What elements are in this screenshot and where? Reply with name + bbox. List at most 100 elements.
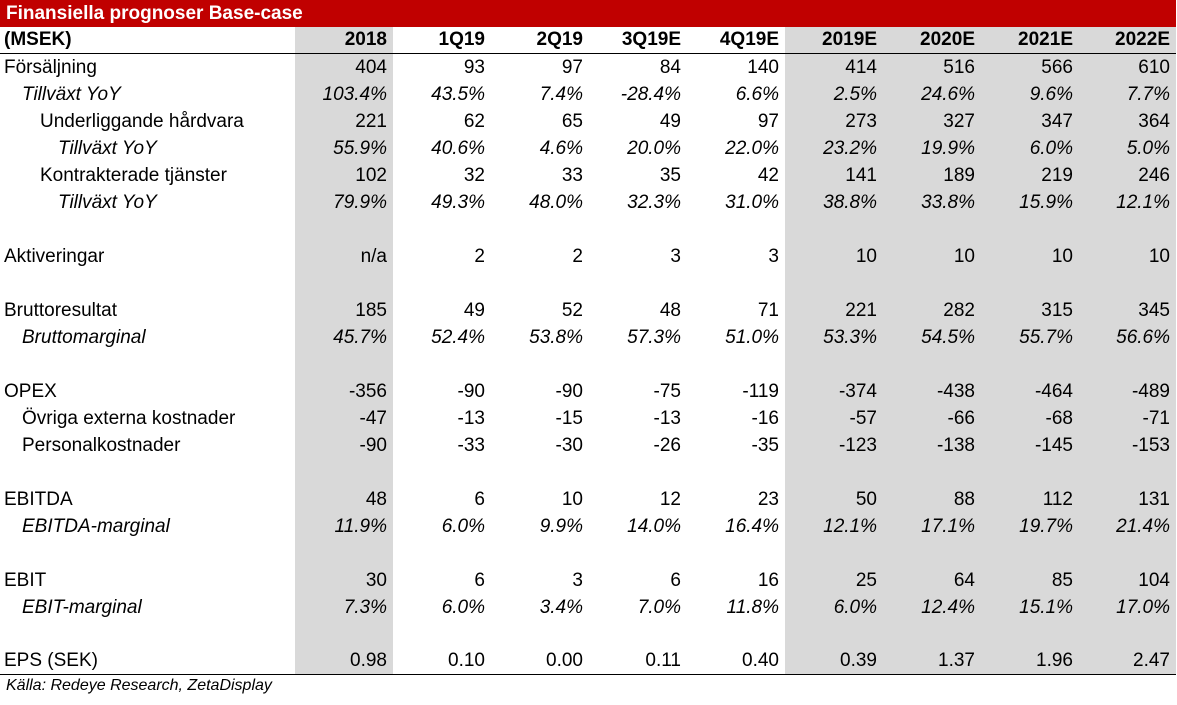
- value-cell: 15.9%: [981, 189, 1079, 216]
- value-cell: [491, 270, 589, 297]
- value-cell: [589, 216, 687, 243]
- row-label: [0, 351, 295, 378]
- value-cell: 57.3%: [627, 327, 681, 348]
- value-cell: 48.0%: [529, 192, 583, 213]
- value-cell: 5.0%: [1079, 135, 1176, 162]
- value-cell: 79.9%: [295, 189, 393, 216]
- value-cell: 131: [1079, 486, 1176, 513]
- row-label: Bruttoresultat: [4, 300, 117, 321]
- value-cell: [295, 621, 393, 648]
- value-cell: -119: [742, 381, 779, 402]
- value-cell: 17.0%: [1079, 594, 1176, 621]
- value-cell: -145: [981, 432, 1079, 459]
- value-cell: 49: [463, 300, 485, 321]
- value-cell: 10: [1079, 243, 1176, 270]
- header-cell: 2Q19: [491, 27, 589, 54]
- value-cell: -57: [785, 405, 883, 432]
- value-cell: 140: [747, 57, 779, 78]
- table-row: EBITDA-marginal 11.9% 6.0% 9.9% 14.0% 16.4% 12…: [0, 513, 1176, 540]
- row-label: [0, 540, 295, 567]
- value-cell: 1.37: [883, 648, 981, 675]
- header-cell: 2021E: [981, 27, 1079, 54]
- value-cell: 22.0%: [725, 138, 779, 159]
- value-cell: 3: [768, 246, 779, 267]
- value-cell: 42: [757, 165, 779, 186]
- value-cell: [491, 540, 589, 567]
- table-row: EBITDA 48 6 10 12 23 50 88 112 131: [0, 486, 1176, 513]
- value-cell: 17.1%: [883, 513, 981, 540]
- forecast-table-body: (MSEK) 2018 1Q19 2Q19 3Q19E 4Q19E 2019E …: [0, 27, 1176, 675]
- value-cell: [1079, 270, 1176, 297]
- value-cell: 273: [785, 108, 883, 135]
- value-cell: 33.8%: [883, 189, 981, 216]
- table-row: Försäljning 404 93 97 84 140 414 516 566 610: [0, 53, 1176, 81]
- row-label: [0, 216, 295, 243]
- value-cell: 6: [670, 570, 681, 591]
- value-cell: [785, 540, 883, 567]
- row-label: Försäljning: [4, 57, 97, 78]
- row-label: OPEX: [4, 381, 57, 402]
- value-cell: 185: [295, 297, 393, 324]
- value-cell: 12.1%: [785, 513, 883, 540]
- value-cell: 9.9%: [539, 516, 583, 537]
- value-cell: -15: [555, 408, 583, 429]
- value-cell: 10: [561, 489, 583, 510]
- value-cell: -26: [653, 435, 681, 456]
- value-cell: 141: [785, 162, 883, 189]
- value-cell: 32: [463, 165, 485, 186]
- value-cell: -489: [1079, 378, 1176, 405]
- value-cell: [785, 621, 883, 648]
- value-cell: 62: [463, 111, 485, 132]
- value-cell: 347: [981, 108, 1079, 135]
- value-cell: 566: [981, 53, 1079, 81]
- value-cell: 53.3%: [785, 324, 883, 351]
- table-row: EBIT-marginal 7.3% 6.0% 3.4% 7.0% 11.8% 6.0% 12…: [0, 594, 1176, 621]
- value-cell: 49: [659, 111, 681, 132]
- value-cell: 51.0%: [725, 327, 779, 348]
- value-cell: [393, 351, 491, 378]
- value-cell: 53.8%: [529, 327, 583, 348]
- value-cell: [295, 351, 393, 378]
- value-cell: -66: [883, 405, 981, 432]
- value-cell: 516: [883, 53, 981, 81]
- row-label: Tillväxt YoY: [58, 192, 157, 213]
- value-cell: -123: [785, 432, 883, 459]
- value-cell: 189: [883, 162, 981, 189]
- value-cell: 24.6%: [883, 81, 981, 108]
- value-cell: 6: [474, 489, 485, 510]
- value-cell: 93: [463, 57, 485, 78]
- value-cell: -438: [883, 378, 981, 405]
- value-cell: 610: [1079, 53, 1176, 81]
- value-cell: 32.3%: [627, 192, 681, 213]
- value-cell: -153: [1079, 432, 1176, 459]
- row-label: EPS (SEK): [0, 648, 295, 675]
- value-cell: 7.4%: [539, 84, 583, 105]
- value-cell: 102: [295, 162, 393, 189]
- value-cell: 6: [474, 570, 485, 591]
- value-cell: 345: [1079, 297, 1176, 324]
- value-cell: -35: [751, 435, 779, 456]
- value-cell: 3: [572, 570, 583, 591]
- value-cell: -75: [653, 381, 681, 402]
- table-row: Personalkostnader -90 -33 -30 -26 -35 -123 -138…: [0, 432, 1176, 459]
- value-cell: 219: [981, 162, 1079, 189]
- value-cell: [785, 216, 883, 243]
- value-cell: 52: [561, 300, 583, 321]
- value-cell: 221: [785, 297, 883, 324]
- table-title: Finansiella prognoser Base-case: [0, 0, 1176, 27]
- value-cell: -71: [1079, 405, 1176, 432]
- value-cell: -356: [295, 378, 393, 405]
- value-cell: 6.0%: [441, 597, 485, 618]
- value-cell: [981, 216, 1079, 243]
- value-cell: [1079, 351, 1176, 378]
- row-label: EBIT: [4, 570, 47, 591]
- value-cell: 2.5%: [785, 81, 883, 108]
- value-cell: 25: [785, 567, 883, 594]
- table-row: Tillväxt YoY 103.4% 43.5% 7.4% -28.4% 6.6% 2.5…: [0, 81, 1176, 108]
- value-cell: [393, 459, 491, 486]
- value-cell: [393, 270, 491, 297]
- value-cell: -90: [555, 381, 583, 402]
- row-label: Tillväxt YoY: [58, 138, 157, 159]
- value-cell: 6.6%: [735, 84, 779, 105]
- value-cell: n/a: [295, 243, 393, 270]
